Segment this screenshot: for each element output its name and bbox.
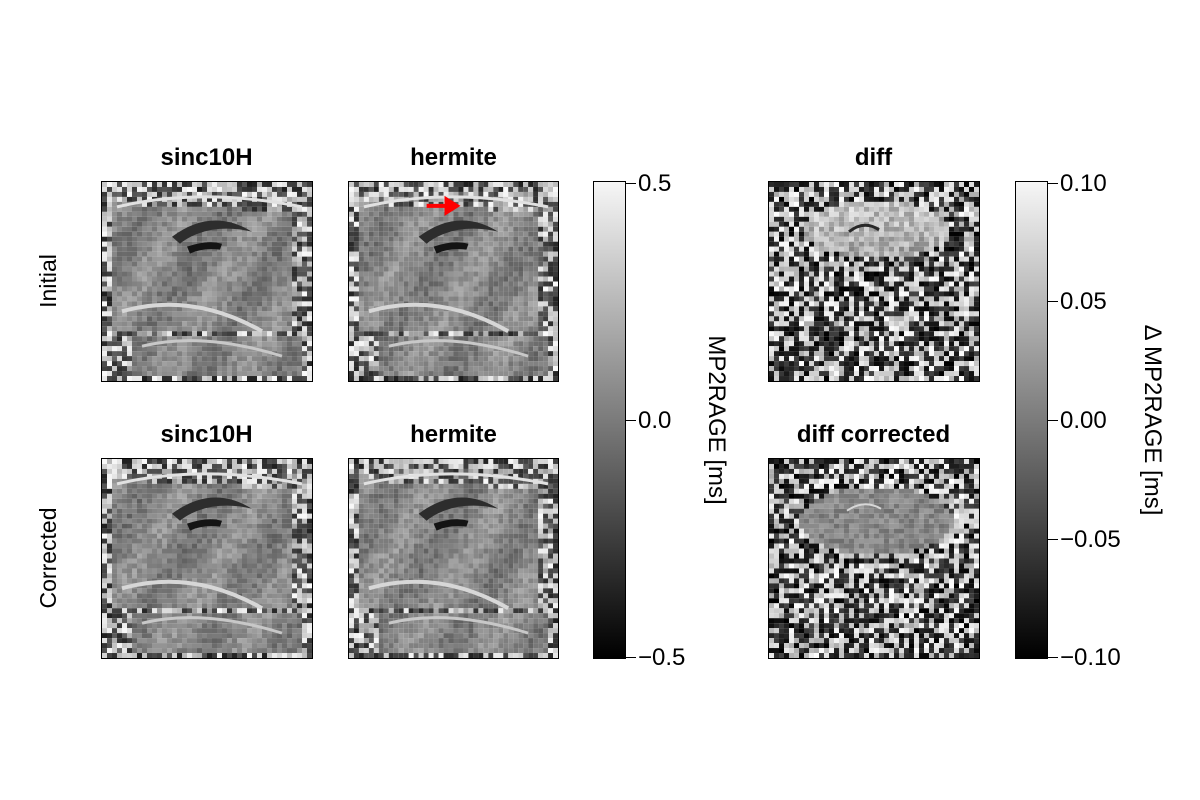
colorbar-delta-tick-0: [1048, 183, 1058, 184]
colorbar-mp2rage-ticklabel-top: 0.5: [638, 170, 672, 197]
image-hermite-initial: [348, 181, 559, 382]
red-arrow-head: [444, 195, 461, 216]
image-sinc10h-initial: [101, 181, 313, 382]
panel-title-diff: diff: [854, 144, 893, 171]
colorbar-mp2rage-ticklabel-bottom: −0.5: [638, 644, 686, 671]
colorbar-delta-ticklabel-4: −0.10: [1060, 644, 1121, 671]
colorbar-delta-ticklabel-1: 0.05: [1060, 288, 1107, 315]
panel-title-sinc10h-initial: sinc10H: [160, 144, 253, 171]
panel-title-hermite-initial: hermite: [410, 144, 497, 171]
row-label-initial: Initial: [35, 254, 61, 308]
colorbar-delta-tick-2: [1048, 420, 1058, 421]
colorbar-mp2rage-tick-mid: [626, 420, 636, 421]
colorbar-delta-tick-4: [1048, 657, 1058, 658]
colorbar-delta-mp2rage: [1015, 181, 1048, 659]
image-diff-corrected: [768, 458, 980, 659]
colorbar-delta-ticklabel-3: −0.05: [1060, 526, 1121, 553]
colorbar-delta-label: Δ MP2RAGE [ms]: [1139, 324, 1166, 516]
image-hermite-corrected: [348, 458, 559, 659]
row-label-corrected: Corrected: [35, 507, 61, 609]
colorbar-mp2rage: [593, 181, 626, 659]
colorbar-mp2rage-label: MP2RAGE [ms]: [703, 335, 730, 505]
colorbar-mp2rage-tick-top: [626, 183, 636, 184]
colorbar-delta-tick-1: [1048, 301, 1058, 302]
colorbar-mp2rage-tick-bottom: [626, 657, 636, 658]
panel-title-hermite-corrected: hermite: [410, 421, 497, 448]
colorbar-delta-ticklabel-0: 0.10: [1060, 170, 1107, 197]
colorbar-delta-ticklabel-2: 0.00: [1060, 407, 1107, 434]
colorbar-mp2rage-ticklabel-mid: 0.0: [638, 407, 672, 434]
image-diff: [768, 181, 980, 382]
image-sinc10h-corrected: [101, 458, 313, 659]
panel-title-sinc10h-corrected: sinc10H: [160, 421, 253, 448]
colorbar-delta-tick-3: [1048, 539, 1058, 540]
panel-title-diff-corrected: diff corrected: [796, 421, 951, 448]
